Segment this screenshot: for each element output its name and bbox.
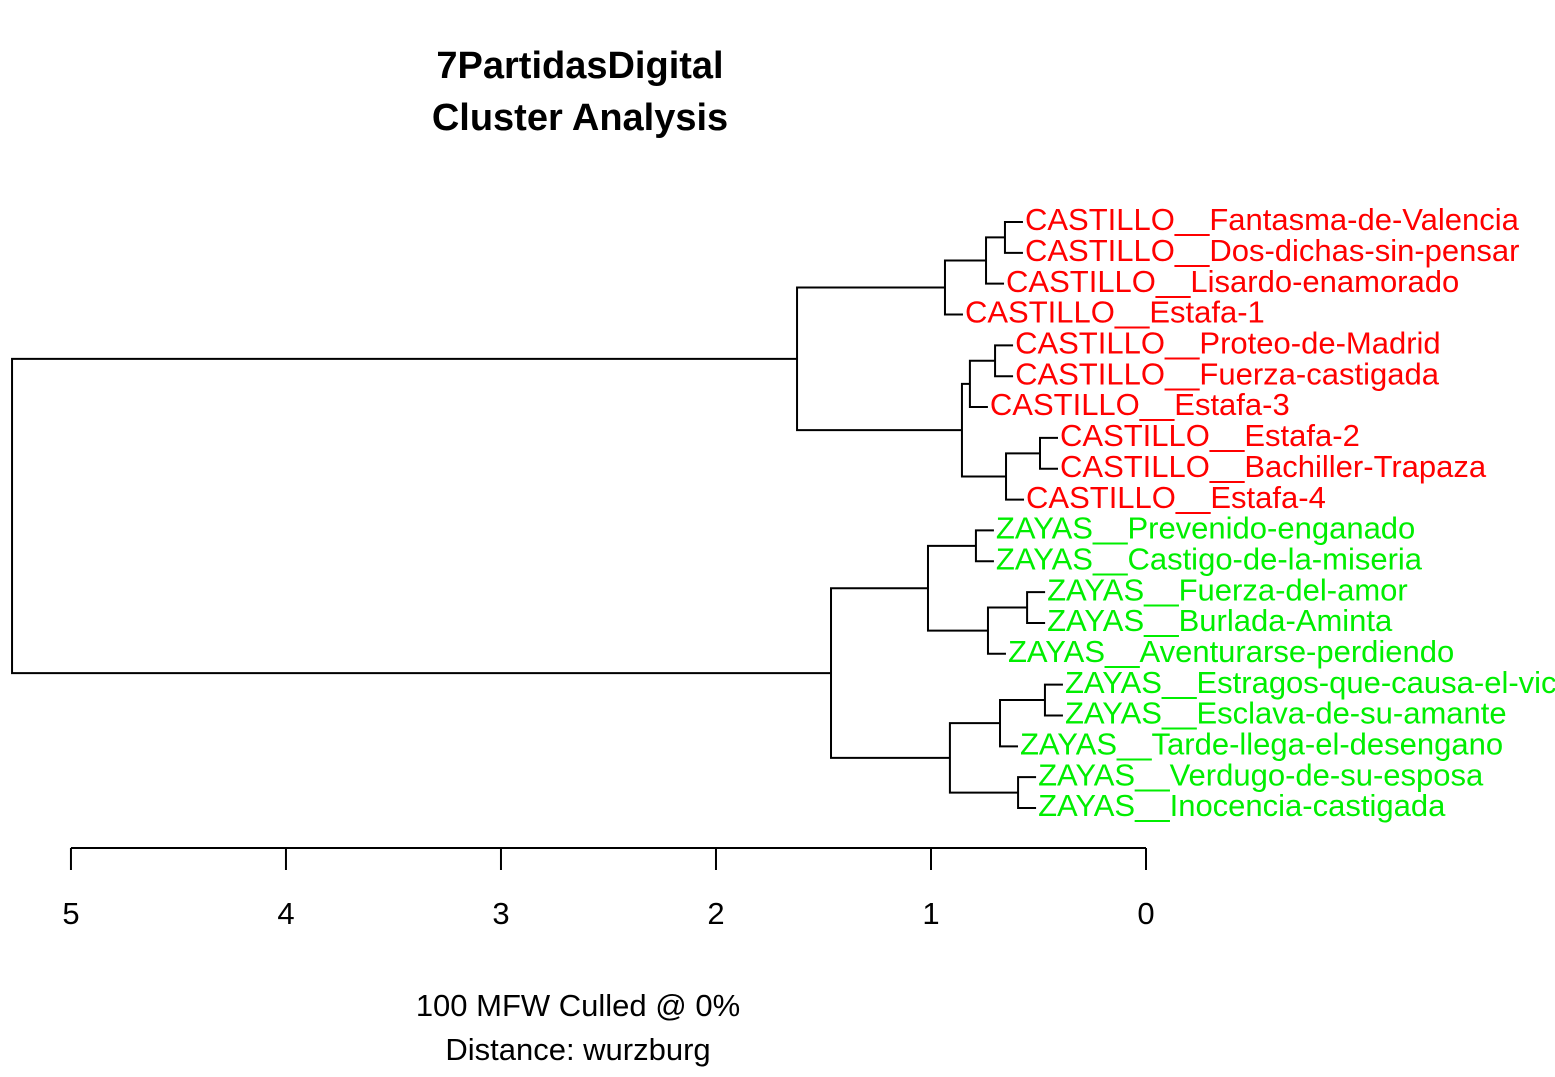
x-tick-label: 3 <box>492 896 509 931</box>
dendrogram-link <box>994 344 1014 378</box>
dendrogram-link <box>11 357 832 675</box>
dendrogram-link <box>1005 452 1040 501</box>
leaf-label: ZAYAS__Verdugo-de-su-esposa <box>1038 757 1484 792</box>
leaf-label: ZAYAS__Esclava-de-su-amante <box>1065 696 1507 731</box>
leaf-label: ZAYAS__Aventurarse-perdiendo <box>1008 634 1454 669</box>
x-tick-label: 2 <box>707 896 724 931</box>
x-tick-label: 1 <box>922 896 939 931</box>
leaf-label: CASTILLO__Fuerza-castigada <box>1015 356 1440 391</box>
x-tick-label: 0 <box>1137 896 1154 931</box>
leaf-label: CASTILLO__Proteo-de-Madrid <box>1015 326 1441 361</box>
dendrogram-link <box>1017 776 1037 809</box>
dendrogram-link <box>1003 221 1023 254</box>
dendrogram-link <box>985 236 1005 285</box>
leaf-label: CASTILLO__Fantasma-de-Valencia <box>1025 202 1520 237</box>
leaf-label: CASTILLO__Estafa-2 <box>1060 418 1360 453</box>
leaf-label: ZAYAS__Tarde-llega-el-desengano <box>1020 727 1503 762</box>
leaf-label: ZAYAS__Fuerza-del-amor <box>1047 572 1408 607</box>
footer-text: Distance: wurzburg <box>445 1032 710 1067</box>
x-tick-label: 5 <box>62 896 79 931</box>
dendrogram-link <box>999 699 1045 748</box>
leaf-label: ZAYAS__Castigo-de-la-miseria <box>996 541 1423 576</box>
footer-text: 100 MFW Culled @ 0% <box>416 988 740 1023</box>
dendrogram-link <box>948 722 1019 794</box>
dendrogram-link <box>796 286 962 432</box>
dendrogram-link <box>1043 683 1063 717</box>
dendrogram-link <box>974 529 994 563</box>
leaf-label: CASTILLO__Bachiller-Trapaza <box>1060 449 1487 484</box>
dendrogram-link <box>926 544 988 632</box>
dendrogram-link <box>960 382 1007 478</box>
dendrogram-link <box>830 587 950 759</box>
leaf-label: ZAYAS__Burlada-Aminta <box>1047 603 1393 638</box>
dendrogram-link <box>1039 436 1058 470</box>
leaf-label: ZAYAS__Prevenido-enganado <box>996 511 1415 546</box>
x-tick-label: 4 <box>277 896 294 931</box>
chart-title: 7PartidasDigital Cluster Analysis <box>432 45 728 139</box>
leaf-label: CASTILLO__Dos-dichas-sin-pensar <box>1025 233 1520 268</box>
leaf-label: ZAYAS__Inocencia-castigada <box>1038 788 1446 823</box>
leaf-label: CASTILLO__Estafa-1 <box>965 295 1265 330</box>
leaf-label: ZAYAS__Estragos-que-causa-el-vicio <box>1065 665 1555 700</box>
leaf-label: CASTILLO__Estafa-3 <box>990 387 1290 422</box>
leaf-label: CASTILLO__Estafa-4 <box>1026 480 1326 515</box>
leaf-label: CASTILLO__Lisardo-enamorado <box>1006 264 1459 299</box>
dendrogram-link <box>1026 591 1046 624</box>
